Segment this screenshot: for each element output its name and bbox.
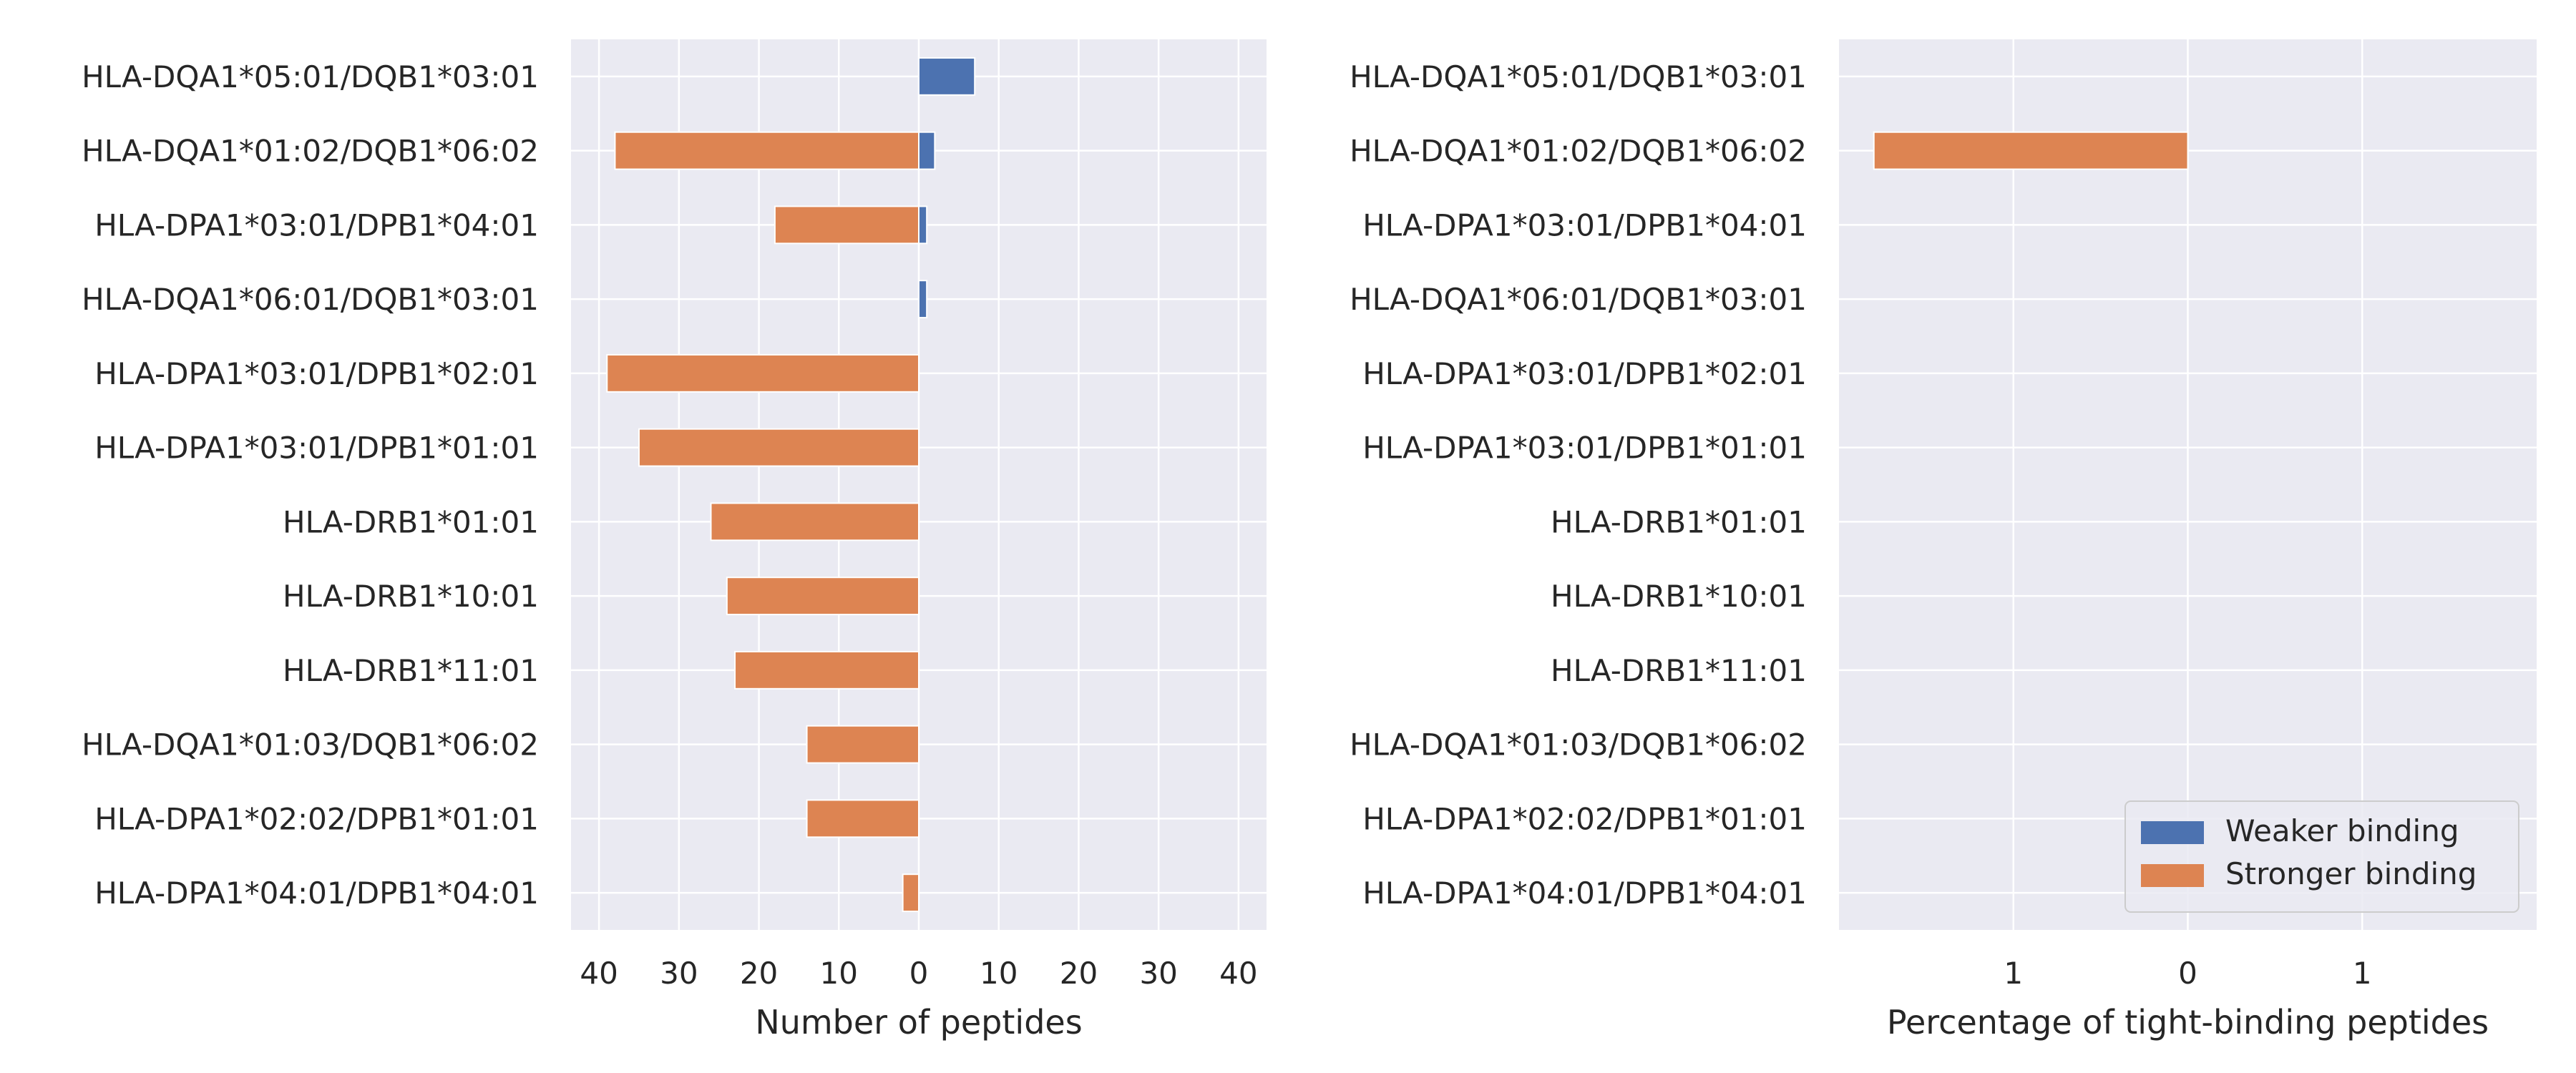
y-tick-label: HLA-DQA1*01:03/DQB1*06:02 xyxy=(82,727,539,763)
bar-stronger-binding xyxy=(606,353,920,393)
y-tick-label: HLA-DRB1*01:01 xyxy=(1551,504,1807,539)
x-tick-label: 20 xyxy=(740,956,778,991)
bar-stronger-binding xyxy=(774,205,920,245)
y-tick-label: HLA-DPA1*03:01/DPB1*01:01 xyxy=(1362,431,1807,466)
bar-weaker-binding xyxy=(918,205,928,245)
bar-stronger-binding xyxy=(614,131,920,170)
y-tick-label: HLA-DPA1*02:02/DPB1*01:01 xyxy=(94,801,539,836)
y-tick-label: HLA-DRB1*11:01 xyxy=(1551,653,1807,688)
y-tick-label: HLA-DQA1*01:02/DQB1*06:02 xyxy=(1350,134,1807,169)
x-tick-label: 20 xyxy=(1060,956,1098,991)
bar-stronger-binding xyxy=(710,502,919,542)
x-tick-label: 40 xyxy=(1219,956,1257,991)
legend: Weaker binding Stronger binding xyxy=(2124,800,2519,913)
bar-stronger-binding xyxy=(806,799,919,838)
y-tick-label: HLA-DPA1*03:01/DPB1*01:01 xyxy=(94,431,539,466)
x-tick-label: 10 xyxy=(820,956,858,991)
bar-stronger-binding xyxy=(734,650,919,690)
x-tick-label: 0 xyxy=(909,956,929,991)
y-tick-label: HLA-DPA1*02:02/DPB1*01:01 xyxy=(1362,801,1807,836)
x-tick-label: 30 xyxy=(1139,956,1177,991)
y-tick-label: HLA-DRB1*10:01 xyxy=(283,579,539,614)
x-tick-label: 40 xyxy=(580,956,618,991)
y-tick-label: HLA-DQA1*06:01/DQB1*03:01 xyxy=(82,282,539,317)
legend-frame xyxy=(2124,800,2519,913)
bar-stronger-binding xyxy=(806,725,919,764)
x-axis-label: Percentage of tight-binding peptides xyxy=(1887,1003,2489,1042)
y-tick-label: HLA-DRB1*10:01 xyxy=(1551,579,1807,614)
right-panel-tight-binding-percentage: HLA-DQA1*05:01/DQB1*03:01 HLA-DQA1*01:02/… xyxy=(1350,39,2537,1042)
bar-weaker-binding xyxy=(918,280,928,319)
legend-label: Stronger binding xyxy=(2225,856,2477,891)
y-tick-label: HLA-DPA1*03:01/DPB1*02:01 xyxy=(94,356,539,391)
y-tick-label: HLA-DPA1*03:01/DPB1*02:01 xyxy=(1362,356,1807,391)
y-tick-label: HLA-DPA1*03:01/DPB1*04:01 xyxy=(1362,207,1807,242)
x-tick-label: 1 xyxy=(2004,956,2023,991)
x-tick-label: 10 xyxy=(980,956,1018,991)
bar-weaker-binding xyxy=(918,57,976,96)
legend-label: Weaker binding xyxy=(2225,813,2459,848)
y-tick-label: HLA-DQA1*01:02/DQB1*06:02 xyxy=(82,134,539,169)
y-tick-label: HLA-DQA1*05:01/DQB1*03:01 xyxy=(1350,59,1807,94)
legend-swatch-weaker xyxy=(2141,821,2204,844)
x-axis-label: Number of peptides xyxy=(755,1003,1082,1042)
y-tick-label: HLA-DQA1*06:01/DQB1*03:01 xyxy=(1350,282,1807,317)
y-tick-label: HLA-DPA1*03:01/DPB1*04:01 xyxy=(94,207,539,242)
y-tick-label: HLA-DRB1*11:01 xyxy=(283,653,539,688)
y-tick-label: HLA-DPA1*04:01/DPB1*04:01 xyxy=(94,876,539,911)
legend-swatch-stronger xyxy=(2141,864,2204,887)
bar-stronger-binding xyxy=(902,873,919,913)
y-tick-label: HLA-DQA1*05:01/DQB1*03:01 xyxy=(82,59,539,94)
bar-stronger-binding xyxy=(1873,131,2189,170)
x-tick-label: 0 xyxy=(2178,956,2197,991)
left-panel-peptide-count: HLA-DQA1*05:01/DQB1*03:01 HLA-DQA1*01:02/… xyxy=(82,39,1267,1042)
x-tick-label: 1 xyxy=(2353,956,2372,991)
y-tick-label: HLA-DQA1*01:03/DQB1*06:02 xyxy=(1350,727,1807,763)
y-tick-label: HLA-DRB1*01:01 xyxy=(283,504,539,539)
bar-weaker-binding xyxy=(918,131,936,170)
x-tick-label: 30 xyxy=(660,956,698,991)
bar-stronger-binding xyxy=(726,577,919,616)
bar-stronger-binding xyxy=(638,428,919,467)
y-tick-label: HLA-DPA1*04:01/DPB1*04:01 xyxy=(1362,876,1807,911)
